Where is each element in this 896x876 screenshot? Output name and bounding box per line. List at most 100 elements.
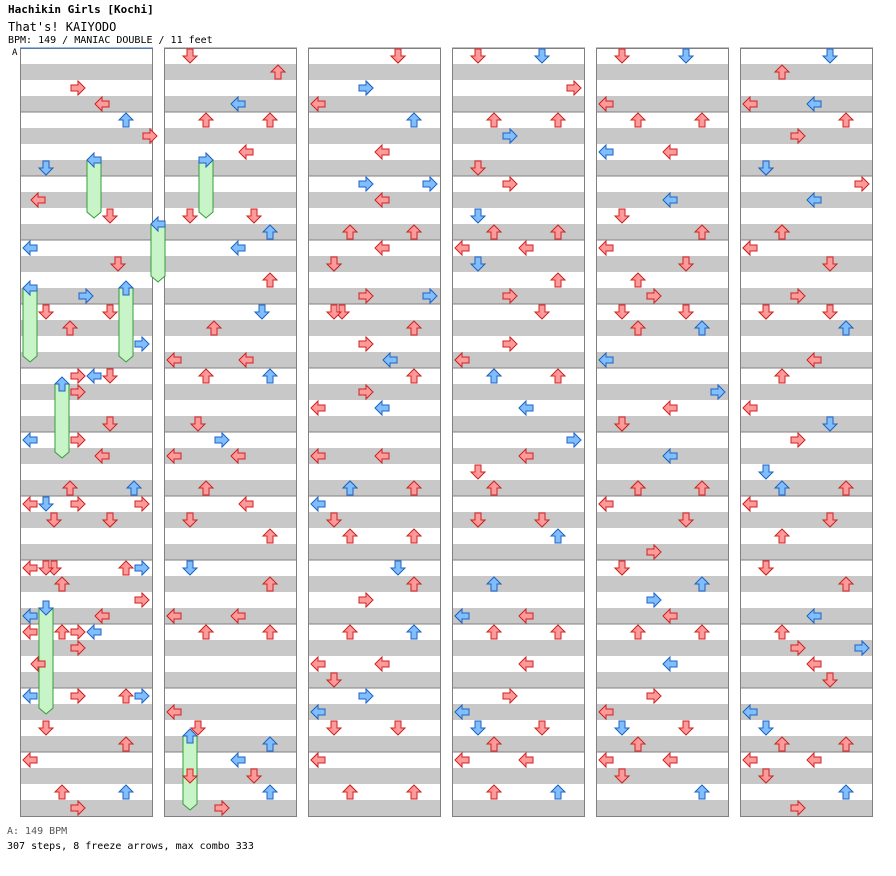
beat-stripe [596, 256, 729, 272]
step-arrow [86, 623, 102, 641]
beat-stripe [596, 352, 729, 368]
step-arrow [662, 751, 678, 769]
beat-stripe [452, 736, 585, 752]
beat-stripe [308, 96, 441, 112]
step-arrow [677, 256, 695, 272]
beat-stripe [452, 256, 585, 272]
step-arrow [469, 256, 487, 272]
beat-stripe [164, 480, 297, 496]
beat-stripe [164, 320, 297, 336]
step-arrow [742, 399, 758, 417]
step-arrow [454, 751, 470, 769]
step-arrow [566, 79, 582, 97]
step-arrow [598, 495, 614, 513]
step-arrow [230, 239, 246, 257]
step-arrow [94, 95, 110, 113]
step-arrow [773, 736, 791, 752]
step-arrow [837, 480, 855, 496]
beat-stripe [20, 96, 153, 112]
beat-stripe [20, 256, 153, 272]
freeze-body [54, 383, 70, 459]
beat-stripe [308, 544, 441, 560]
step-arrow [94, 447, 110, 465]
step-arrow [101, 368, 119, 384]
freeze-head-arrow [22, 279, 38, 297]
step-arrow [325, 672, 343, 688]
beat-stripe [452, 800, 585, 816]
step-arrow [30, 655, 46, 673]
beat-stripe [740, 64, 873, 80]
step-arrow [533, 512, 551, 528]
step-arrow [166, 447, 182, 465]
beat-stripe [308, 800, 441, 816]
step-arrow [22, 607, 38, 625]
beat-stripe [452, 64, 585, 80]
step-arrow [389, 720, 407, 736]
beat-stripe [452, 192, 585, 208]
beat-stripe [308, 608, 441, 624]
step-arrow [53, 624, 71, 640]
beat-stripe [20, 416, 153, 432]
step-arrow [214, 431, 230, 449]
step-arrow [485, 624, 503, 640]
beat-stripe [164, 544, 297, 560]
step-arrow [358, 287, 374, 305]
step-arrow [598, 239, 614, 257]
step-arrow [742, 703, 758, 721]
step-arrow [837, 784, 855, 800]
step-arrow [598, 751, 614, 769]
step-arrow [629, 624, 647, 640]
step-arrow [205, 320, 223, 336]
freeze-head-arrow [53, 376, 71, 392]
step-arrow [53, 576, 71, 592]
step-arrow [710, 383, 726, 401]
step-arrow [117, 112, 135, 128]
beat-stripe [452, 416, 585, 432]
step-arrow [837, 576, 855, 592]
step-arrow [790, 431, 806, 449]
step-arrow [325, 304, 343, 320]
freeze-head-arrow [37, 600, 55, 616]
column-border [740, 48, 873, 817]
beat-stripe [308, 288, 441, 304]
freeze-head-arrow [150, 215, 166, 233]
step-arrow [374, 191, 390, 209]
step-arrow [646, 591, 662, 609]
step-arrow [662, 399, 678, 417]
beat-stripe [20, 512, 153, 528]
step-arrow [469, 512, 487, 528]
beat-stripe [740, 288, 873, 304]
beat-stripe [308, 736, 441, 752]
step-arrow [181, 208, 199, 224]
step-arrow [101, 512, 119, 528]
freeze-arrow [198, 151, 214, 219]
step-arrow [742, 95, 758, 113]
beat-stripe [308, 352, 441, 368]
step-arrow [389, 48, 407, 64]
chart-column [452, 47, 585, 817]
step-arrow [662, 191, 678, 209]
step-arrow [61, 320, 79, 336]
beat-stripe [740, 640, 873, 656]
step-arrow [358, 175, 374, 193]
bpm-marker: A [12, 48, 18, 58]
beat-stripe [740, 704, 873, 720]
step-arrow [261, 368, 279, 384]
step-arrow [549, 624, 567, 640]
step-arrow [469, 160, 487, 176]
step-arrow [238, 351, 254, 369]
beat-stripe [452, 384, 585, 400]
step-arrow [374, 655, 390, 673]
step-arrow [646, 687, 662, 705]
step-arrow [677, 304, 695, 320]
step-arrow [533, 48, 551, 64]
step-arrow [422, 175, 438, 193]
step-arrow [78, 287, 94, 305]
step-arrow [37, 160, 55, 176]
beat-stripe [308, 224, 441, 240]
step-arrow [790, 287, 806, 305]
step-arrow [253, 304, 271, 320]
step-arrow [502, 287, 518, 305]
beat-stripe [740, 416, 873, 432]
step-arrow [533, 304, 551, 320]
